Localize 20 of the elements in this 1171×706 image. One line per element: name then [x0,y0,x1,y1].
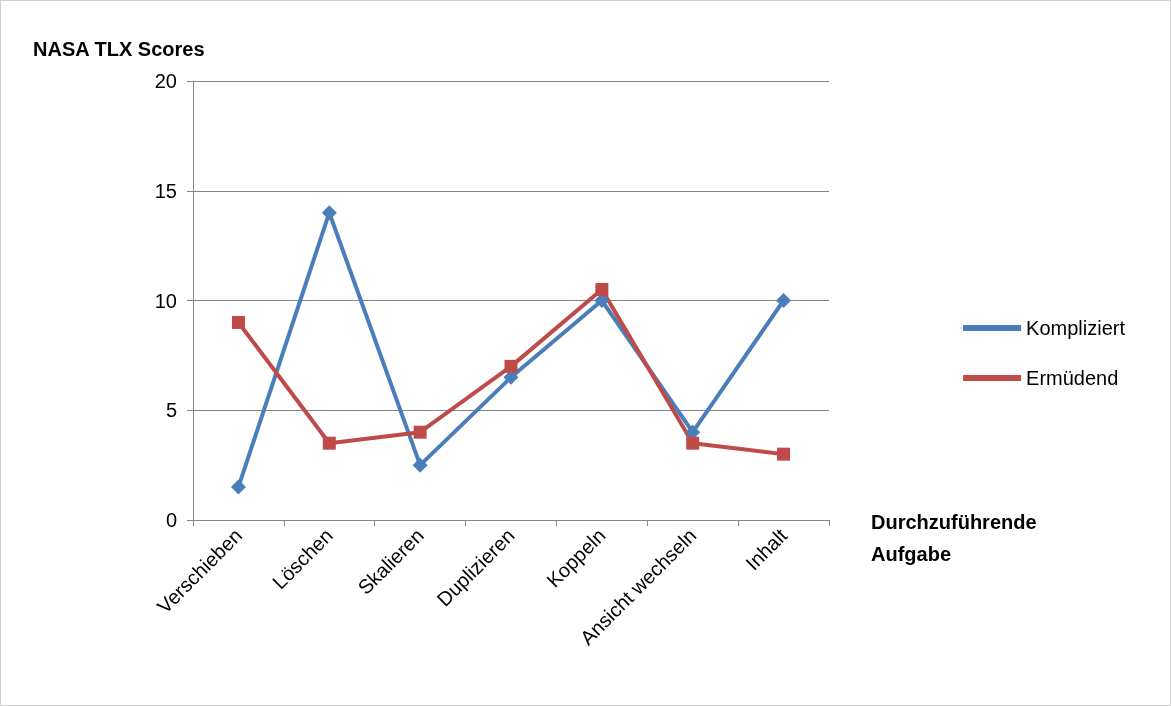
point [777,447,791,461]
legend-label: Ermüdend [1026,367,1119,389]
point [230,479,246,495]
point [776,293,792,308]
point [321,205,337,221]
legend-label: Kompliziert [1026,317,1126,339]
point [504,359,518,373]
point [412,457,428,473]
point [231,315,245,329]
point [686,436,700,450]
point [322,436,336,450]
y-tick-label: 0 [165,509,177,531]
x-axis-title: Durchzuführende Aufgabe [871,511,1043,565]
y-tick-label: 10 [154,289,177,312]
y-tick-label: 15 [154,179,177,202]
y-tick-label: 5 [165,399,177,422]
point [413,425,427,439]
y-axis-title: NASA TLX Scores [33,38,205,60]
y-tick-label: 20 [154,70,177,92]
point [595,283,609,297]
